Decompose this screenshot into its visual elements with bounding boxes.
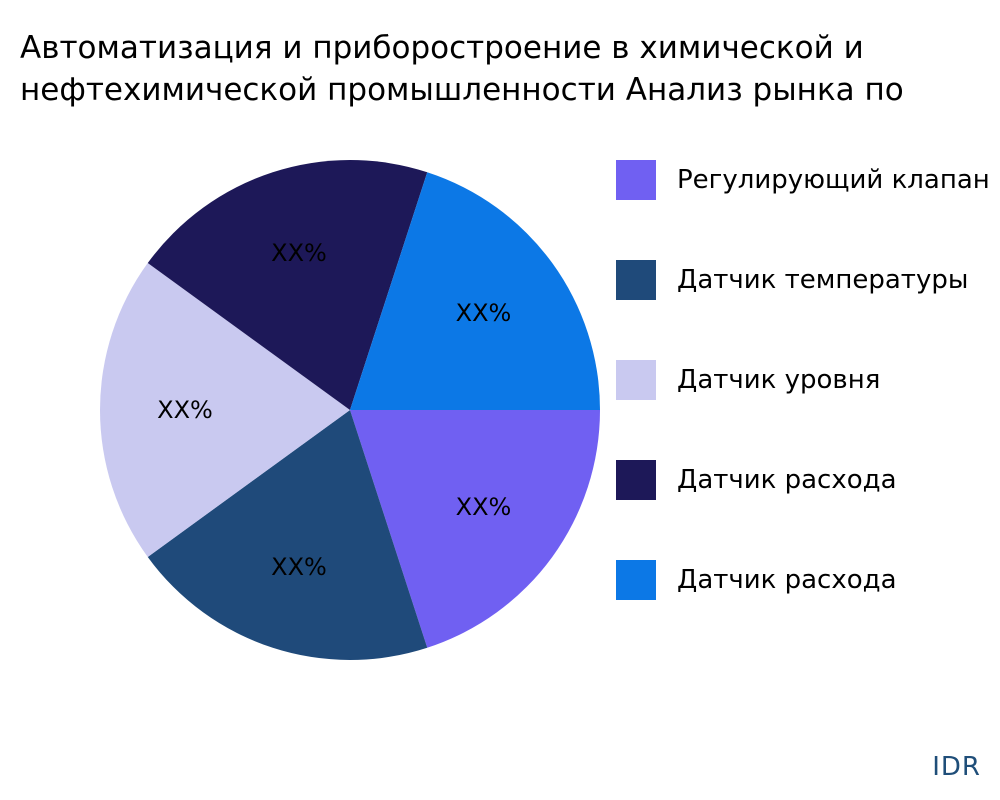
- legend-swatch: [616, 260, 656, 300]
- pie-slice-1[interactable]: [350, 410, 600, 648]
- legend-item-temperature-sensor[interactable]: Датчик температуры: [616, 260, 1000, 300]
- legend-label: Датчик уровня: [677, 365, 881, 395]
- slice-value-label: XX%: [456, 493, 512, 521]
- legend-label: Датчик расхода: [677, 565, 897, 595]
- pie-slice-3[interactable]: [100, 263, 350, 557]
- pie-slice-5[interactable]: [350, 172, 600, 410]
- chart-title-line-1: Автоматизация и приборостроение в химиче…: [20, 30, 864, 66]
- brand-logo: IDR: [932, 752, 981, 782]
- chart-title: Автоматизация и приборостроение в химиче…: [20, 27, 1000, 111]
- slice-value-label: XX%: [271, 553, 327, 581]
- legend-swatch: [616, 560, 656, 600]
- pie-chart: XX% XX% XX% XX% XX%: [100, 160, 600, 660]
- slice-value-label: XX%: [157, 396, 213, 424]
- legend-item-level-sensor[interactable]: Датчик уровня: [616, 360, 1000, 400]
- legend-label: Регулирующий клапан: [677, 165, 990, 195]
- legend-swatch: [616, 460, 656, 500]
- chart-title-line-2: нефтехимической промышленности Анализ ры…: [20, 72, 904, 108]
- legend-item-flow-sensor-2[interactable]: Датчик расхода: [616, 560, 1000, 600]
- pie-slice-4[interactable]: [147, 160, 428, 410]
- slice-value-label: XX%: [271, 239, 327, 267]
- legend-swatch: [616, 360, 656, 400]
- pie-slice-2[interactable]: [147, 410, 428, 660]
- legend-swatch: [616, 160, 656, 200]
- legend-item-flow-sensor[interactable]: Датчик расхода: [616, 460, 1000, 500]
- legend-label: Датчик расхода: [677, 465, 897, 495]
- slice-value-label: XX%: [456, 299, 512, 327]
- chart-legend: Регулирующий клапан Датчик температуры Д…: [616, 160, 1000, 660]
- legend-label: Датчик температуры: [677, 265, 969, 295]
- legend-item-control-valve[interactable]: Регулирующий клапан: [616, 160, 1000, 200]
